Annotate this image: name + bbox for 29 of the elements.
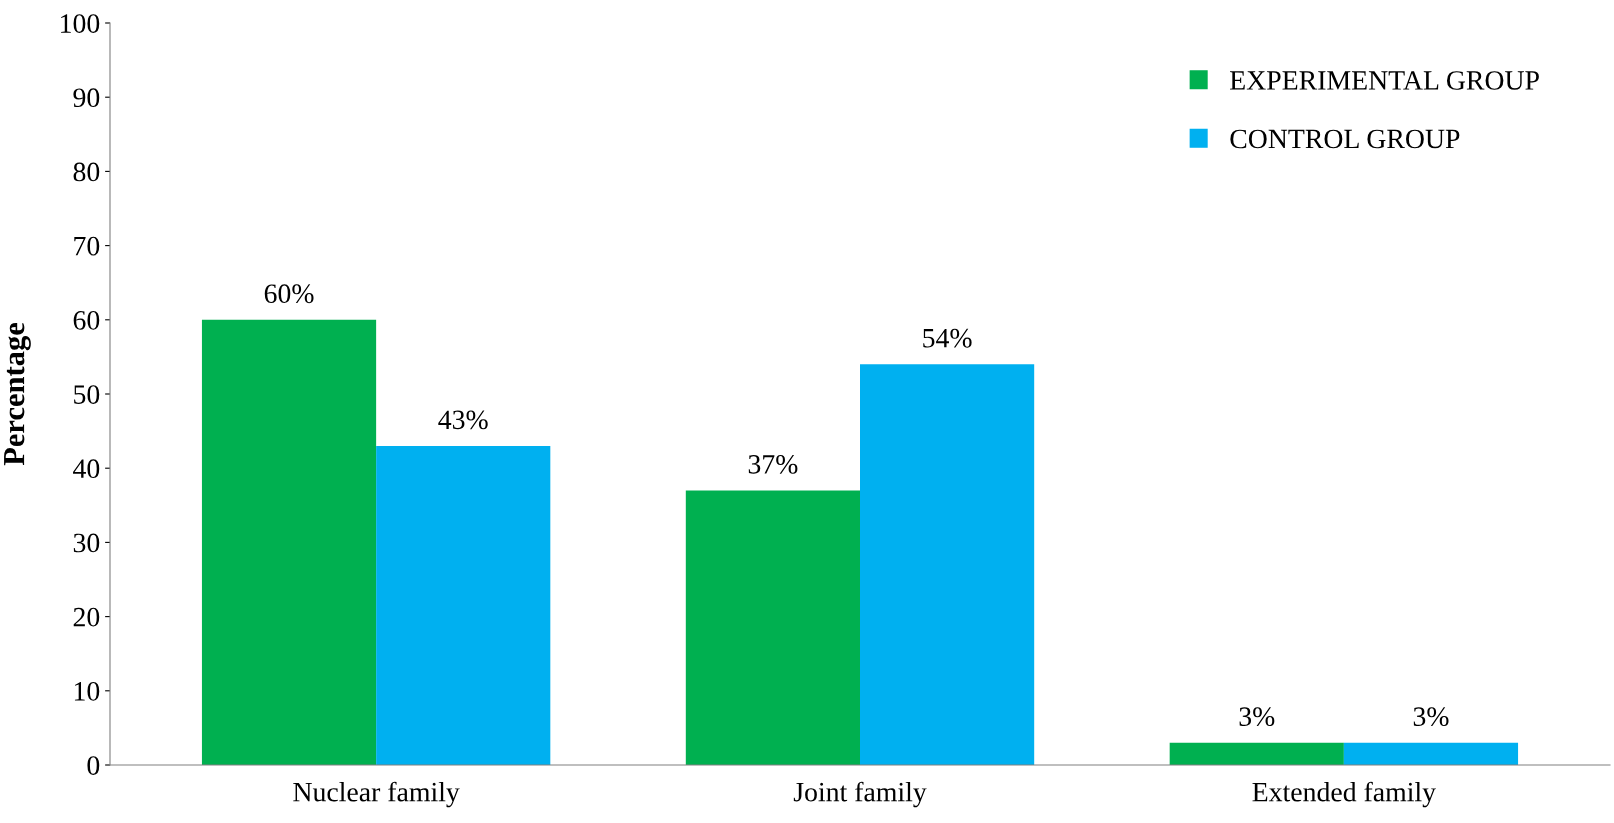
- data-label: 43%: [438, 410, 488, 430]
- bar: [685, 490, 860, 765]
- data-label: 60%: [264, 284, 314, 304]
- y-tick-label: 50: [74, 385, 100, 404]
- y-tick-label: 0: [87, 756, 100, 775]
- y-axis-title: Percentage: [4, 322, 31, 466]
- y-tick-label: 60: [73, 310, 100, 330]
- x-tick-label: Extended family: [1252, 781, 1436, 808]
- y-tick-label: 40: [73, 459, 100, 479]
- y-tick-label: 30: [73, 533, 100, 553]
- data-label: 3%: [1239, 707, 1275, 727]
- y-tick-label: 90: [73, 88, 100, 108]
- y-tick-label: 70: [74, 236, 100, 256]
- y-tick-label: 20: [73, 607, 100, 627]
- y-tick-label: 100: [61, 14, 100, 33]
- data-label: 54%: [923, 328, 972, 348]
- legend-label: EXPERIMENTAL GROUP: [1230, 71, 1539, 90]
- y-tick-label: 80: [73, 162, 100, 182]
- bar: [1343, 742, 1519, 765]
- bar: [376, 445, 551, 765]
- bar: [201, 319, 377, 765]
- legend-label: CONTROL GROUP: [1230, 129, 1460, 149]
- x-tick-label: Nuclear family: [293, 781, 460, 808]
- bar: [1169, 742, 1344, 765]
- data-label: 37%: [748, 454, 798, 474]
- x-tick-label: Joint family: [793, 781, 927, 808]
- data-label: 3%: [1413, 707, 1449, 727]
- bar: [860, 364, 1035, 765]
- y-tick-label: 10: [74, 681, 100, 701]
